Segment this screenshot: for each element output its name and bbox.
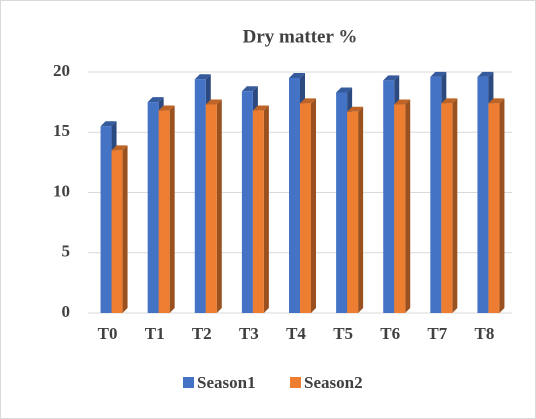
bar-top [336, 87, 353, 93]
bar-top [205, 99, 222, 105]
bar-top [383, 75, 400, 81]
bar [430, 76, 442, 313]
bar-top [158, 105, 175, 111]
bar [300, 103, 311, 313]
bar-top [241, 86, 258, 92]
bar-top [147, 97, 164, 103]
x-tick-label: T5 [333, 324, 353, 343]
y-tick-label: 5 [62, 242, 71, 261]
x-tick-label: T8 [475, 324, 495, 343]
bar [111, 150, 123, 313]
x-tick-label: T1 [145, 324, 165, 343]
bar-side [216, 99, 222, 313]
bar [205, 104, 217, 313]
bar [147, 102, 159, 313]
chart-title: Dry matter % [243, 26, 358, 47]
bar [241, 91, 253, 313]
bar-top [100, 121, 117, 127]
bar [347, 111, 359, 313]
bar [252, 110, 264, 313]
bar [289, 78, 300, 314]
bar [441, 103, 453, 313]
x-tick-label: T3 [239, 324, 259, 343]
legend-swatch [183, 377, 194, 388]
legend-label: Season2 [304, 373, 363, 392]
legend-label: Season1 [197, 373, 256, 392]
bar [394, 104, 406, 313]
bar [194, 79, 206, 313]
x-tick-label: T2 [192, 324, 212, 343]
y-tick-label: 10 [53, 181, 70, 200]
bar-side [452, 98, 458, 313]
y-tick-label: 0 [62, 302, 71, 321]
bar-side [263, 105, 269, 313]
x-tick-label: T7 [427, 324, 447, 343]
bar-top [394, 99, 411, 105]
bar-side [405, 99, 411, 313]
bar [383, 80, 395, 313]
legend-swatch [290, 377, 301, 388]
bar-side [499, 98, 505, 313]
bar-top [477, 71, 494, 77]
x-tick-label: T4 [286, 324, 306, 343]
bar-side [311, 98, 316, 313]
bar-top [488, 98, 505, 104]
bar [100, 126, 112, 313]
bar-top [289, 73, 305, 79]
bar-top [441, 98, 458, 104]
y-tick-label: 15 [53, 121, 70, 140]
bar [477, 76, 489, 313]
bar-top [430, 71, 447, 77]
bar-side [358, 106, 364, 313]
bar [336, 92, 348, 313]
bar-top [300, 98, 316, 104]
bar-side [169, 105, 175, 313]
bar-top [194, 74, 211, 80]
bar-top [252, 105, 269, 111]
bar-top [111, 145, 128, 151]
x-tick-label: T6 [380, 324, 400, 343]
bar-top [347, 106, 364, 112]
bar [488, 103, 500, 313]
x-tick-label: T0 [98, 324, 118, 343]
bar-side [122, 145, 128, 313]
bar [158, 110, 170, 313]
y-tick-label: 20 [53, 61, 70, 80]
